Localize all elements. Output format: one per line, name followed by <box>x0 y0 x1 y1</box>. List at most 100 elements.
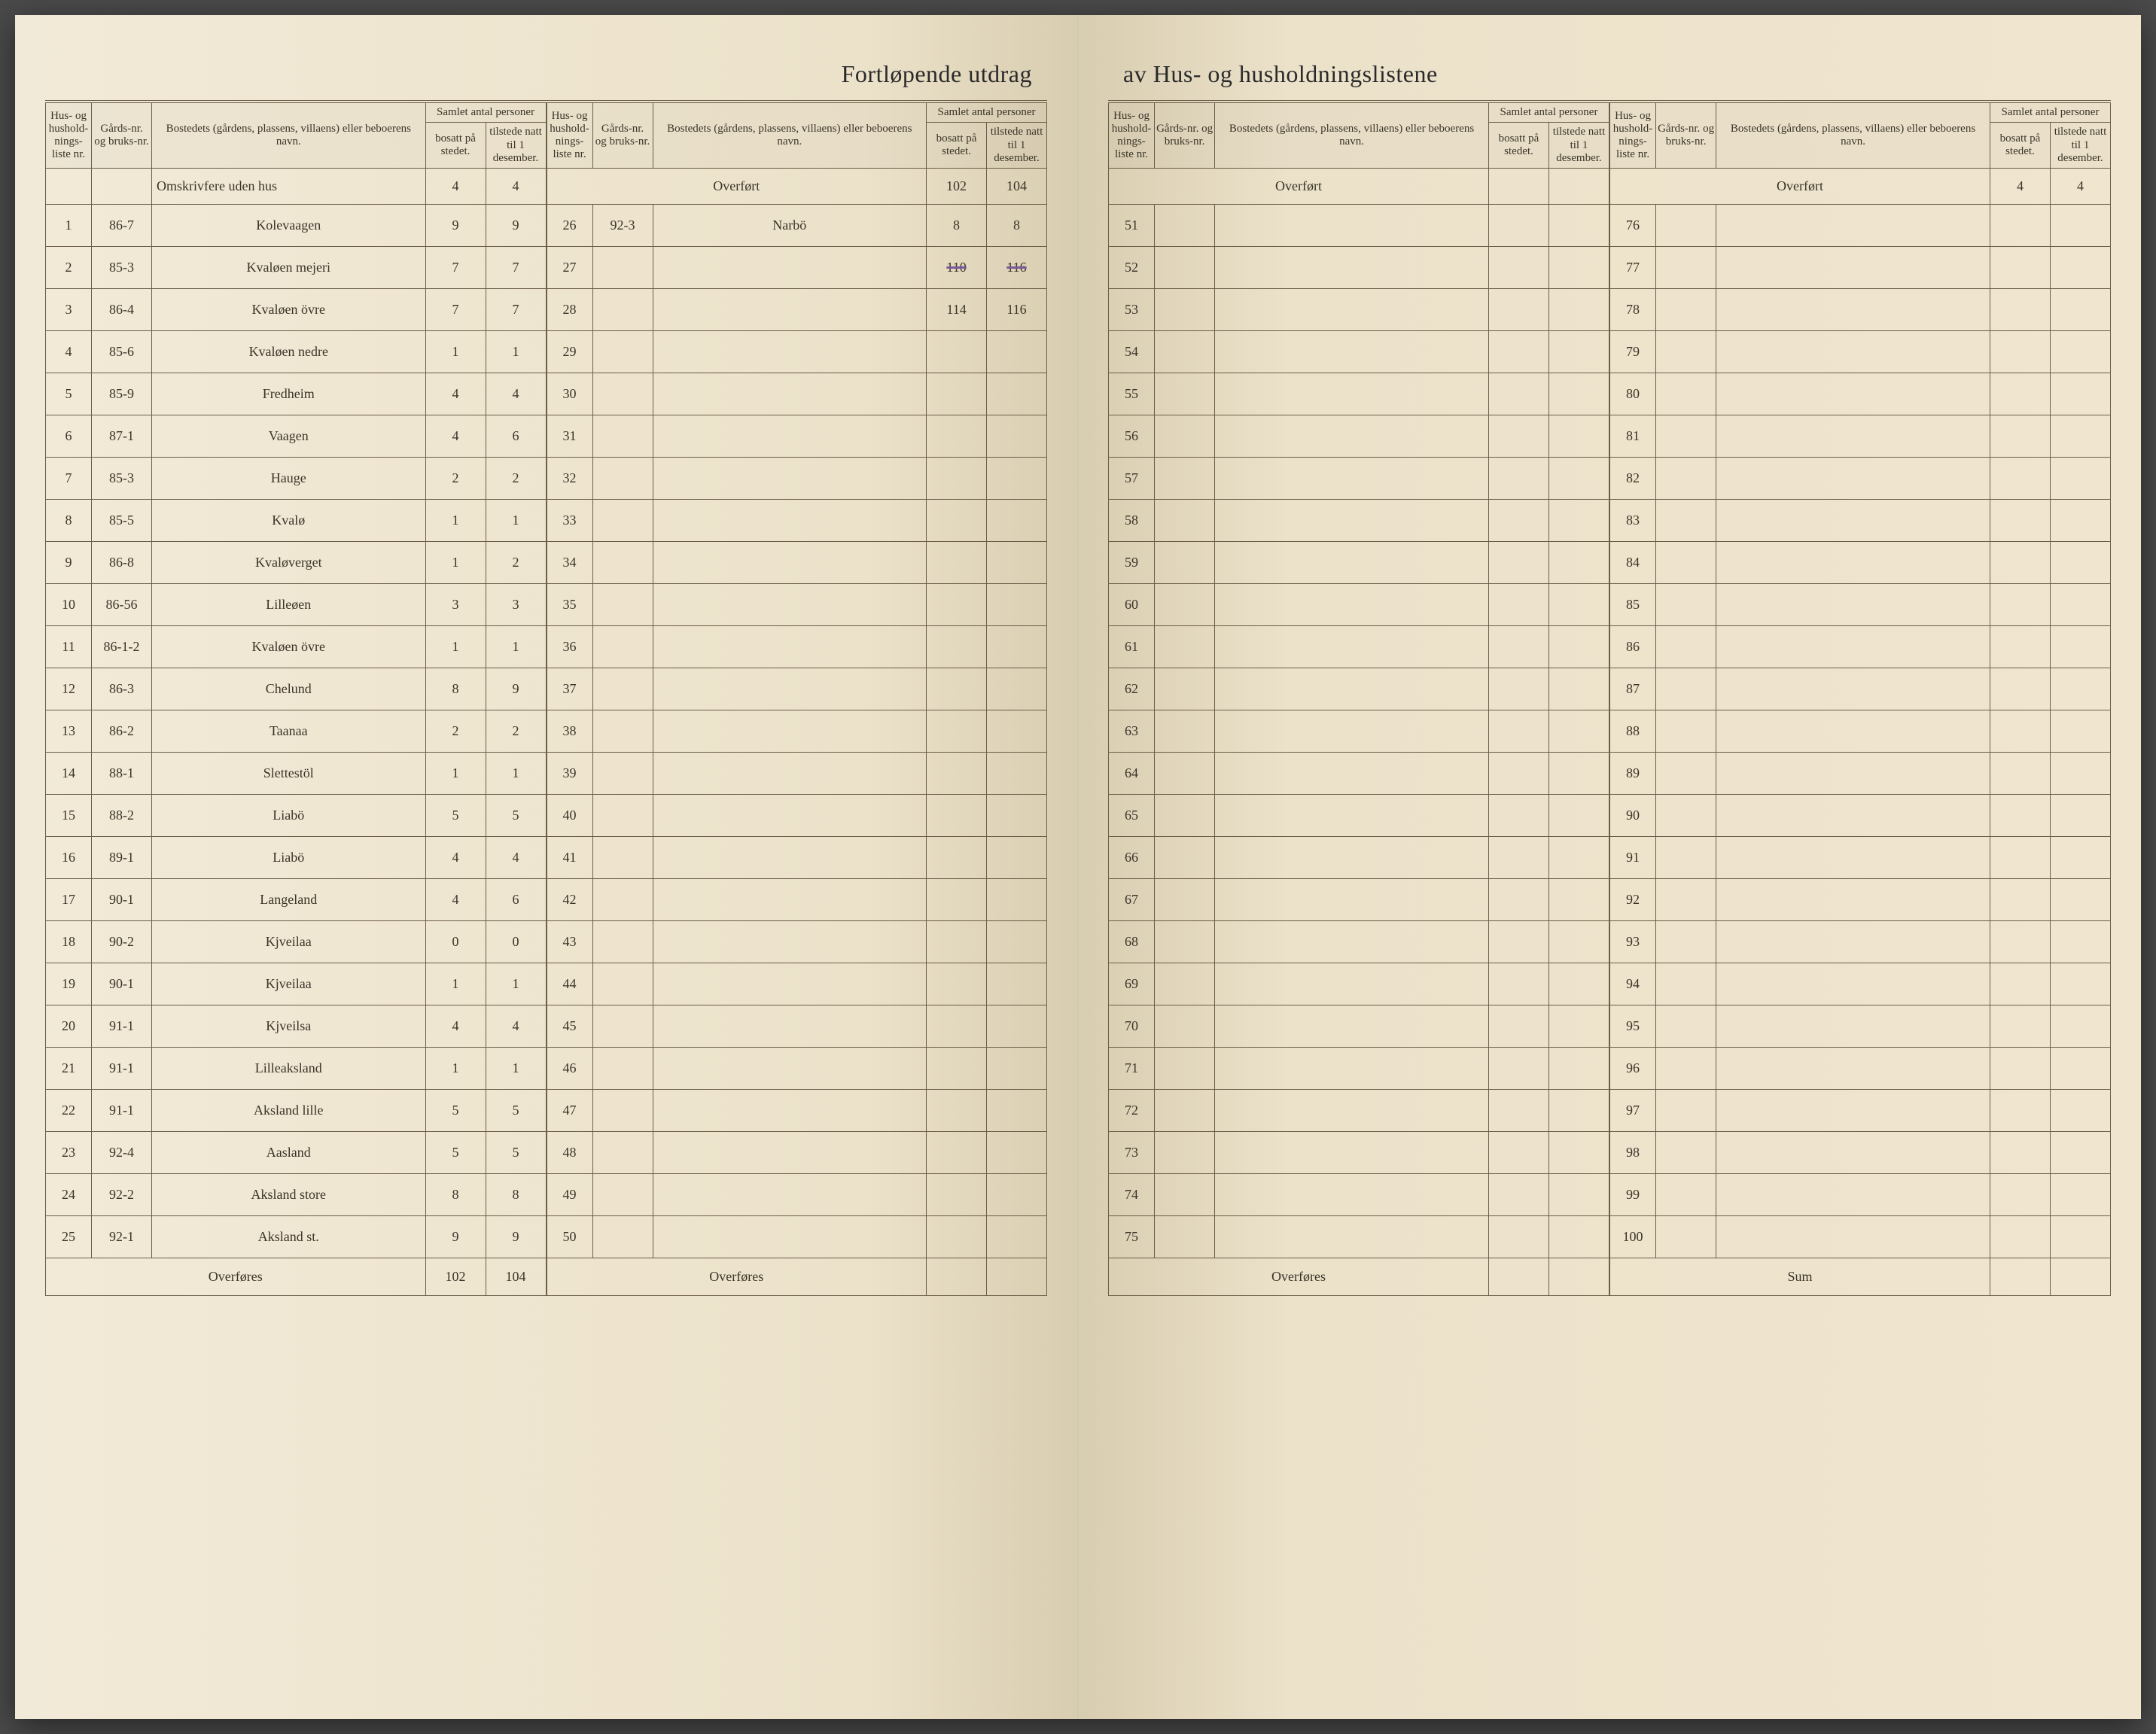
bosted-navn: Kjveilsa <box>152 1005 426 1048</box>
garde-nr <box>592 710 653 753</box>
bosatt-value <box>1488 458 1548 500</box>
garde-nr <box>1155 1216 1215 1258</box>
row-number: 71 <box>1109 1048 1155 1090</box>
bosted-navn <box>1716 500 1990 542</box>
table-row: 29 <box>547 331 1047 373</box>
hdr-liste: Hus- og hushold-nings-liste nr. <box>1610 102 1656 169</box>
tilstede-value <box>2050 795 2110 837</box>
garde-nr <box>592 668 653 710</box>
tilstede-value <box>987 1090 1047 1132</box>
tilstede-value <box>1548 415 1609 458</box>
tilstede-value <box>987 500 1047 542</box>
purple-t: 4 <box>486 169 546 205</box>
bosatt-value <box>927 963 987 1005</box>
row-number: 32 <box>547 458 592 500</box>
overfort-label: Overført <box>1610 169 1990 205</box>
garde-nr <box>1656 921 1716 963</box>
bosted-navn <box>653 795 927 837</box>
garde-nr <box>1656 1216 1716 1258</box>
row-number: 16 <box>46 837 92 879</box>
garde-nr: 85-3 <box>92 458 152 500</box>
bosatt-value <box>927 415 987 458</box>
row-number: 17 <box>46 879 92 921</box>
bosatt-value <box>1990 963 2050 1005</box>
table-row: 52 <box>1109 247 1609 289</box>
row-number: 3 <box>46 289 92 331</box>
row-number: 85 <box>1610 584 1656 626</box>
garde-nr <box>592 331 653 373</box>
bosatt-value <box>927 1048 987 1090</box>
tilstede-value: 2 <box>486 710 546 753</box>
row-number: 51 <box>1109 205 1155 247</box>
garde-nr <box>1155 879 1215 921</box>
row-number: 69 <box>1109 963 1155 1005</box>
total-bosatt: 102 <box>425 1258 486 1296</box>
table-row: 83 <box>1610 500 2111 542</box>
sum-label: Sum <box>1610 1258 1990 1296</box>
table-row: 46 <box>547 1048 1047 1090</box>
ov-t: 4 <box>2050 169 2110 205</box>
bosted-navn: Narbö <box>653 205 927 247</box>
garde-nr <box>1155 542 1215 584</box>
garde-nr <box>592 373 653 415</box>
row-number: 68 <box>1109 921 1155 963</box>
garde-nr <box>1656 415 1716 458</box>
bosted-navn: Fredheim <box>152 373 426 415</box>
tilstede-value <box>1548 879 1609 921</box>
bosatt-value: 110 <box>927 247 987 289</box>
row-number: 36 <box>547 626 592 668</box>
bosted-navn <box>1215 1005 1489 1048</box>
bosted-navn: Kvaløverget <box>152 542 426 584</box>
garde-nr: 92-1 <box>92 1216 152 1258</box>
bosted-navn: Hauge <box>152 458 426 500</box>
bosatt-value <box>1990 1132 2050 1174</box>
bosatt-value <box>927 542 987 584</box>
bosted-navn <box>1215 1132 1489 1174</box>
row-number: 86 <box>1610 626 1656 668</box>
row-number: 4 <box>46 331 92 373</box>
table-row: 34 <box>547 542 1047 584</box>
tilstede-value <box>1548 500 1609 542</box>
table-row: 72 <box>1109 1090 1609 1132</box>
bosatt-value: 4 <box>425 1005 486 1048</box>
row-number: 93 <box>1610 921 1656 963</box>
bosatt-value: 4 <box>425 415 486 458</box>
bosted-navn: Kvaløen övre <box>152 289 426 331</box>
tilstede-value: 1 <box>486 753 546 795</box>
bosatt-value <box>1488 753 1548 795</box>
bosatt-value <box>1488 415 1548 458</box>
garde-nr <box>1656 289 1716 331</box>
table-row: 31 <box>547 415 1047 458</box>
bosted-navn <box>1716 837 1990 879</box>
ledger-table-block3: Hus- og hushold-nings-liste nr. Gårds-nr… <box>1108 100 1609 1296</box>
table-row: 1086-56Lilleøen33 <box>46 584 547 626</box>
table-row: 99 <box>1610 1174 2111 1216</box>
tilstede-value <box>2050 247 2110 289</box>
bosted-navn <box>1716 415 1990 458</box>
garde-nr <box>1155 373 1215 415</box>
garde-nr <box>1155 500 1215 542</box>
row-number: 48 <box>547 1132 592 1174</box>
garde-nr <box>1155 289 1215 331</box>
tilstede-value <box>1548 795 1609 837</box>
tilstede-value <box>2050 331 2110 373</box>
table-row: 47 <box>547 1090 1047 1132</box>
table-row: 77 <box>1610 247 2111 289</box>
bosatt-value <box>1488 1132 1548 1174</box>
bosted-navn <box>653 879 927 921</box>
tilstede-value <box>987 963 1047 1005</box>
bosatt-value <box>1488 1048 1548 1090</box>
row-number: 5 <box>46 373 92 415</box>
garde-nr: 86-4 <box>92 289 152 331</box>
table-row: 97 <box>1610 1090 2111 1132</box>
garde-nr <box>592 247 653 289</box>
row-number: 72 <box>1109 1090 1155 1132</box>
garde-nr: 86-8 <box>92 542 152 584</box>
bosatt-value <box>1488 584 1548 626</box>
hdr-samlet: Samlet antal personer <box>425 102 546 123</box>
overfores-label: Overføres <box>547 1258 927 1296</box>
garde-nr: 91-1 <box>92 1048 152 1090</box>
garde-nr <box>1656 626 1716 668</box>
garde-nr <box>1155 1090 1215 1132</box>
bosted-navn <box>1716 331 1990 373</box>
